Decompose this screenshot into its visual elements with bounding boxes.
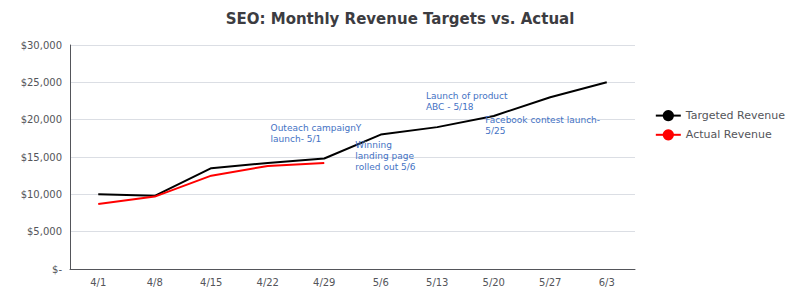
svg-text:4/15: 4/15 bbox=[200, 277, 222, 288]
svg-text:4/1: 4/1 bbox=[90, 277, 106, 288]
svg-text:$20,000: $20,000 bbox=[21, 114, 62, 125]
svg-text:6/3: 6/3 bbox=[599, 277, 615, 288]
svg-text:4/22: 4/22 bbox=[257, 277, 279, 288]
svg-text:$25,000: $25,000 bbox=[21, 77, 62, 88]
svg-text:$15,000: $15,000 bbox=[21, 152, 62, 163]
svg-text:rolled out 5/6: rolled out 5/6 bbox=[355, 162, 415, 172]
svg-text:4/29: 4/29 bbox=[313, 277, 335, 288]
svg-text:5/20: 5/20 bbox=[483, 277, 505, 288]
svg-text:4/8: 4/8 bbox=[147, 277, 163, 288]
svg-text:5/6: 5/6 bbox=[373, 277, 389, 288]
svg-text:$5,000: $5,000 bbox=[27, 226, 62, 237]
svg-text:$30,000: $30,000 bbox=[21, 40, 62, 51]
svg-text:launch- 5/1: launch- 5/1 bbox=[271, 134, 322, 144]
svg-text:$10,000: $10,000 bbox=[21, 189, 62, 200]
svg-text:Targeted Revenue: Targeted Revenue bbox=[685, 109, 785, 122]
svg-text:Winning: Winning bbox=[355, 140, 392, 150]
svg-text:landing page: landing page bbox=[355, 151, 414, 161]
svg-text:Outeach campaignY: Outeach campaignY bbox=[271, 123, 362, 133]
svg-text:ABC - 5/18: ABC - 5/18 bbox=[426, 102, 474, 112]
svg-text:Launch of product: Launch of product bbox=[426, 91, 508, 101]
svg-text:SEO: Monthly Revenue Targets v: SEO: Monthly Revenue Targets vs. Actual bbox=[226, 10, 575, 28]
svg-text:$-: $- bbox=[52, 264, 62, 275]
svg-text:Facebook contest launch-: Facebook contest launch- bbox=[485, 115, 600, 125]
svg-text:Actual Revenue: Actual Revenue bbox=[686, 128, 772, 141]
svg-text:5/13: 5/13 bbox=[426, 277, 448, 288]
svg-text:5/25: 5/25 bbox=[485, 126, 505, 136]
svg-text:5/27: 5/27 bbox=[539, 277, 561, 288]
